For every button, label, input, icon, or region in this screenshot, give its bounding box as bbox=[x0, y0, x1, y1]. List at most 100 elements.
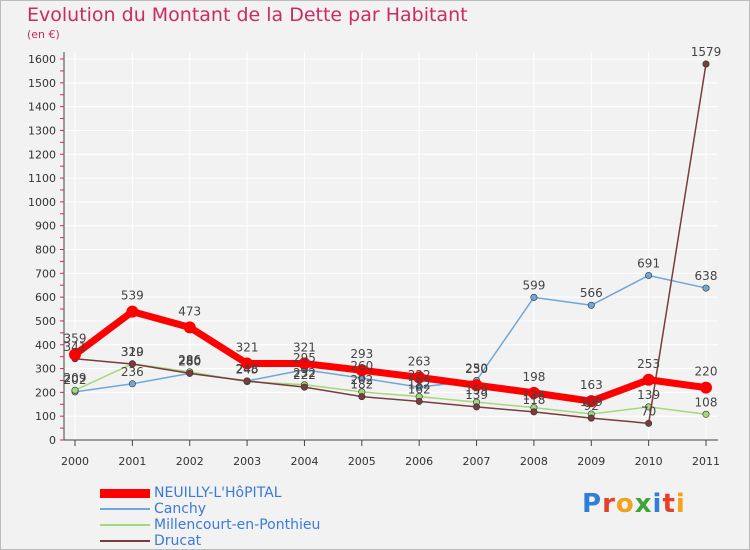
series-0-point bbox=[527, 386, 540, 399]
series-3-point bbox=[358, 393, 366, 401]
data-label: 139 bbox=[465, 388, 488, 402]
data-label: 236 bbox=[121, 365, 144, 379]
data-label: 220 bbox=[695, 365, 718, 379]
data-label: 359 bbox=[64, 332, 87, 346]
y-tick-label: 1500 bbox=[28, 77, 56, 90]
series-0-point bbox=[413, 371, 426, 384]
data-label: 248 bbox=[236, 362, 259, 376]
data-label: 280 bbox=[178, 354, 201, 368]
series-0-point bbox=[126, 305, 139, 318]
series-1-point bbox=[415, 383, 423, 391]
y-tick-label: 1200 bbox=[28, 148, 56, 161]
legend-swatch bbox=[100, 488, 150, 498]
legend-label: NEUILLY-L'HôPITAL bbox=[154, 485, 282, 501]
data-label: 245 bbox=[236, 363, 259, 377]
logo-letter: i bbox=[675, 489, 686, 519]
series-0-point bbox=[183, 321, 196, 334]
y-tick-label: 700 bbox=[35, 267, 56, 280]
series-0-point bbox=[355, 364, 368, 377]
y-tick-label: 900 bbox=[35, 220, 56, 233]
logo-letter: o bbox=[615, 489, 635, 519]
data-label: 566 bbox=[580, 286, 603, 300]
legend-label: Drucat bbox=[154, 533, 202, 549]
x-tick-label: 2010 bbox=[635, 455, 663, 468]
legend-swatch bbox=[100, 524, 150, 526]
x-tick-label: 2001 bbox=[118, 455, 146, 468]
y-tick-label: 200 bbox=[35, 386, 56, 399]
proxiti-logo: Proxiti bbox=[582, 489, 686, 519]
data-label: 293 bbox=[350, 347, 373, 361]
data-label: 222 bbox=[408, 368, 431, 382]
data-label: 321 bbox=[293, 341, 316, 355]
data-label: 202 bbox=[350, 373, 373, 387]
y-tick-label: 1000 bbox=[28, 196, 56, 209]
series-3-line bbox=[74, 63, 707, 425]
y-tick-label: 1100 bbox=[28, 172, 56, 185]
data-label: 321 bbox=[236, 341, 259, 355]
series-0-point bbox=[585, 395, 598, 408]
logo-letter: i bbox=[652, 489, 663, 519]
y-tick-label: 800 bbox=[35, 244, 56, 257]
series-3-point bbox=[300, 383, 308, 391]
data-label: 599 bbox=[522, 278, 545, 292]
y-tick-label: 1600 bbox=[28, 53, 56, 66]
y-tick-label: 0 bbox=[49, 434, 56, 447]
series-3-point bbox=[587, 414, 595, 422]
x-tick-label: 2005 bbox=[348, 455, 376, 468]
legend-item: NEUILLY-L'HôPITAL bbox=[100, 485, 282, 501]
series-3-point bbox=[645, 419, 653, 427]
data-label: 280 bbox=[178, 354, 201, 368]
data-label: 159 bbox=[465, 383, 488, 397]
data-label: 198 bbox=[522, 370, 545, 384]
chart-subtitle: (en €) bbox=[27, 28, 60, 41]
legend-swatch bbox=[100, 540, 150, 542]
series-1-point bbox=[645, 271, 653, 279]
data-label: 473 bbox=[178, 304, 201, 318]
series-2-line bbox=[74, 363, 707, 416]
x-tick-label: 2008 bbox=[520, 455, 548, 468]
data-label: 139 bbox=[637, 388, 660, 402]
data-label: 250 bbox=[465, 361, 488, 375]
y-tick-label: 1400 bbox=[28, 101, 56, 114]
series-0-point bbox=[470, 379, 483, 392]
x-tick-label: 2006 bbox=[405, 455, 433, 468]
data-label: 260 bbox=[350, 359, 373, 373]
series-3-point bbox=[415, 397, 423, 405]
data-label: 136 bbox=[522, 389, 545, 403]
series-3-point bbox=[186, 369, 194, 377]
y-tick-label: 500 bbox=[35, 315, 56, 328]
series-0-point bbox=[298, 357, 311, 370]
y-tick-label: 600 bbox=[35, 291, 56, 304]
data-label: 222 bbox=[293, 368, 316, 382]
y-tick-label: 300 bbox=[35, 363, 56, 376]
data-label: 263 bbox=[408, 354, 431, 368]
data-label: 108 bbox=[695, 395, 718, 409]
logo-letter: x bbox=[634, 489, 653, 519]
data-label: 182 bbox=[408, 378, 431, 392]
series-1-point bbox=[702, 284, 710, 292]
series-3-point bbox=[473, 403, 481, 411]
data-label: 320 bbox=[121, 345, 144, 359]
series-1-line bbox=[74, 274, 707, 393]
series-2-point bbox=[702, 410, 710, 418]
data-label: 232 bbox=[293, 366, 316, 380]
chart-title: Evolution du Montant de la Dette par Hab… bbox=[27, 4, 468, 26]
logo-letter: P bbox=[582, 489, 603, 519]
data-label: 70 bbox=[641, 404, 656, 418]
data-label: 162 bbox=[408, 382, 431, 396]
data-label: 248 bbox=[236, 362, 259, 376]
data-label: 1579 bbox=[691, 45, 722, 59]
series-0-point bbox=[241, 357, 254, 370]
series-0-point bbox=[69, 348, 81, 361]
x-tick-label: 2011 bbox=[692, 455, 720, 468]
data-label: 209 bbox=[64, 371, 87, 385]
series-3-point bbox=[702, 60, 710, 68]
legend-label: Millencourt-en-Ponthieu bbox=[154, 517, 321, 533]
data-label: 691 bbox=[637, 256, 660, 270]
data-label: 202 bbox=[64, 373, 87, 387]
legend-item: Drucat bbox=[100, 533, 201, 549]
data-label: 118 bbox=[522, 393, 545, 407]
data-label: 638 bbox=[695, 269, 718, 283]
logo-letter: t bbox=[662, 489, 676, 519]
